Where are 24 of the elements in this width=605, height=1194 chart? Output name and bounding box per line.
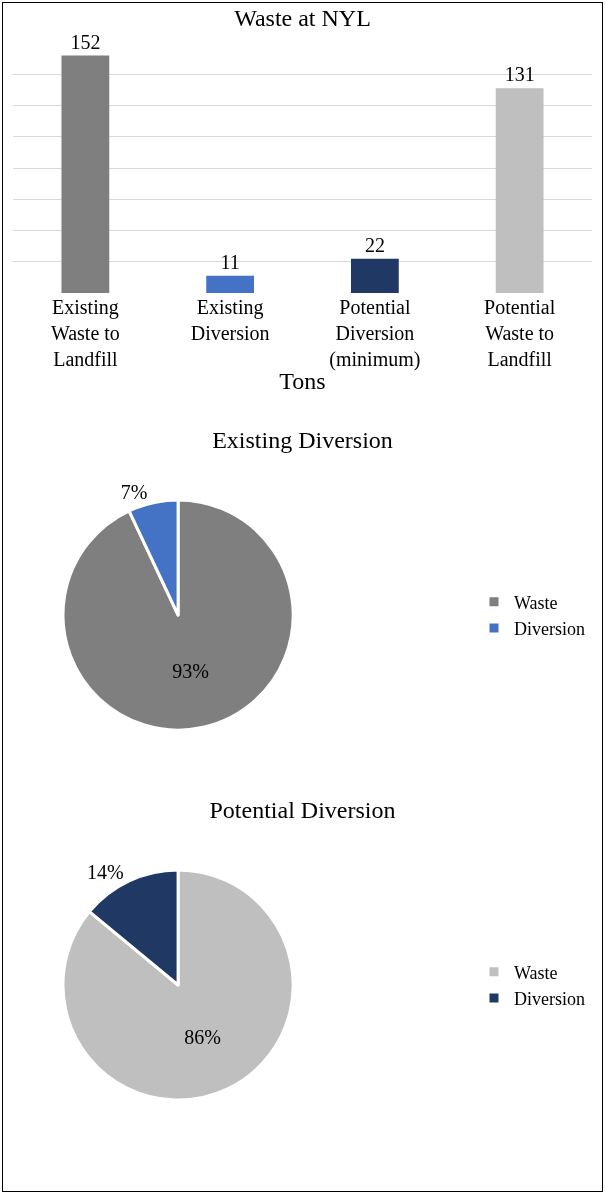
legend-label: Diversion [514, 989, 585, 1010]
chart-title: Potential Diversion [209, 797, 396, 824]
data-label: 22 [364, 233, 385, 256]
x-tick-label: Existing Diversion [190, 296, 270, 344]
data-label: 152 [70, 30, 101, 53]
data-label: 7% [120, 481, 148, 504]
x-tick-label: Potential Diversion (minimum) [329, 296, 421, 371]
chart-title: Waste at NYL [234, 4, 371, 31]
bar [495, 88, 544, 293]
legend-label: Diversion [514, 619, 585, 640]
legend-label: Waste [514, 962, 558, 983]
data-label: 86% [184, 1026, 221, 1049]
x-tick-label: Potential Waste to Landfill [484, 296, 556, 370]
data-label: 131 [504, 63, 535, 86]
bar [61, 55, 110, 293]
bar [206, 275, 255, 293]
bar [350, 258, 399, 293]
x-axis-title: Tons [279, 368, 326, 395]
data-label: 14% [86, 860, 124, 883]
legend-label: Waste [514, 592, 558, 613]
chart-title: Existing Diversion [212, 427, 393, 454]
x-tick-label: Existing Waste to Landfill [50, 296, 120, 370]
data-label: 93% [172, 660, 209, 683]
data-label: 11 [220, 250, 240, 273]
